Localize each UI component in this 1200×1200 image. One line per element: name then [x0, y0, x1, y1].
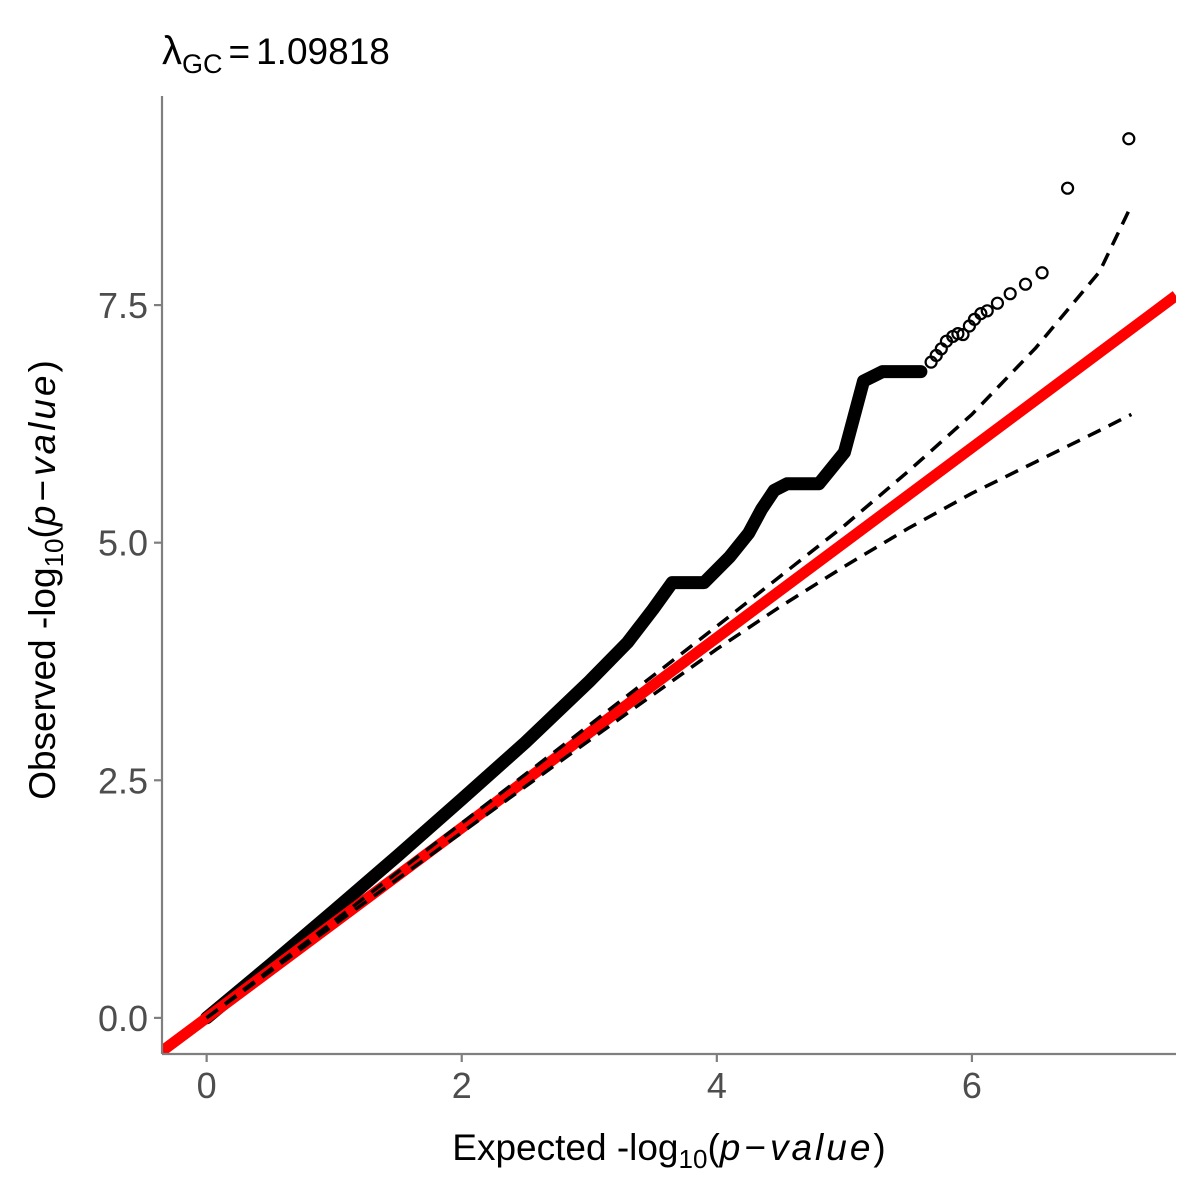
ci-upper-line [205, 204, 1133, 1020]
x-axis-ticks: 0 2 4 6 [197, 1054, 982, 1106]
title-subscript: GC [182, 49, 223, 79]
title-value: 1.09818 [256, 31, 390, 72]
y-tick-label-0.0: 0.0 [98, 998, 148, 1039]
y-title-minus: − [22, 480, 63, 502]
chart-title: λGC = 1.09818 [162, 29, 390, 79]
y-title-prefix: Observed -log [22, 567, 63, 799]
x-title-minus: − [744, 1127, 766, 1168]
axes [160, 96, 1176, 1056]
data-point-17 [1122, 132, 1136, 146]
x-title-p: p [719, 1127, 741, 1168]
observed-points-dense-band [200, 365, 928, 1025]
data-point-7 [956, 327, 970, 342]
data-marks [162, 132, 1176, 1054]
data-point-10 [974, 307, 988, 321]
title-lambda: λ [162, 29, 182, 73]
x-title-subscript: 10 [679, 1144, 708, 1174]
y-title-subscript: 10 [39, 538, 69, 567]
x-tick-label-0: 0 [197, 1065, 217, 1106]
ci-lower-line [205, 412, 1133, 1020]
data-point-16 [1060, 181, 1075, 195]
plot-area [162, 132, 1176, 1054]
title-operator: = [229, 31, 251, 72]
x-tick-label-2: 2 [452, 1065, 472, 1106]
y-title-p: p [22, 506, 63, 528]
data-point-14 [1018, 277, 1033, 291]
data-point-6 [951, 326, 965, 341]
y-tick-label-5.0: 5.0 [98, 523, 148, 564]
reference-line [162, 291, 1176, 1054]
y-tick-label-2.5: 2.5 [98, 760, 148, 801]
y-tick-label-7.5: 7.5 [98, 285, 148, 326]
y-axis-ticks: 0.0 2.5 5.0 7.5 [98, 285, 162, 1039]
x-axis-title: Expected -log10(p − value) [452, 1127, 885, 1174]
x-title-prefix: Expected -log [452, 1127, 678, 1168]
data-point-13 [1003, 287, 1017, 301]
data-point-15 [1035, 266, 1049, 280]
y-title-open: ( [22, 525, 63, 538]
y-axis-title: Observed -log10(p − value) [22, 360, 69, 800]
y-title-close: ) [22, 360, 63, 372]
x-title-value: value [770, 1127, 873, 1168]
data-point-11 [980, 304, 994, 318]
data-point-12 [990, 296, 1005, 310]
x-tick-label-6: 6 [962, 1065, 982, 1106]
x-title-open: ( [707, 1127, 720, 1168]
y-title-value: value [22, 373, 63, 476]
x-title-close: ) [873, 1127, 885, 1168]
x-tick-label-4: 4 [707, 1065, 727, 1106]
